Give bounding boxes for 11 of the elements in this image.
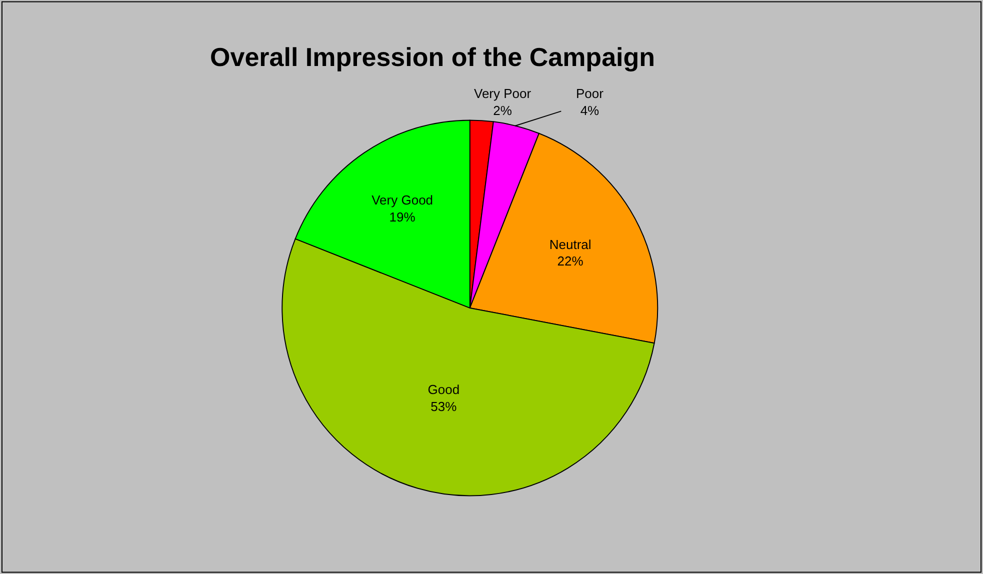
data-label: 19% <box>389 209 416 224</box>
slice-label: Very Good <box>372 192 434 208</box>
data-label: 53% <box>430 399 458 414</box>
slice-label: Good <box>428 382 460 398</box>
slice-label: Poor <box>576 86 604 101</box>
chart-title: Overall Impression of the Campaign <box>210 42 656 72</box>
data-label: 4% <box>580 102 600 118</box>
slice-label: Neutral <box>549 236 592 252</box>
slice-label: Very Poor <box>474 86 532 101</box>
data-label: 22% <box>557 254 584 269</box>
data-label: 2% <box>493 102 512 118</box>
